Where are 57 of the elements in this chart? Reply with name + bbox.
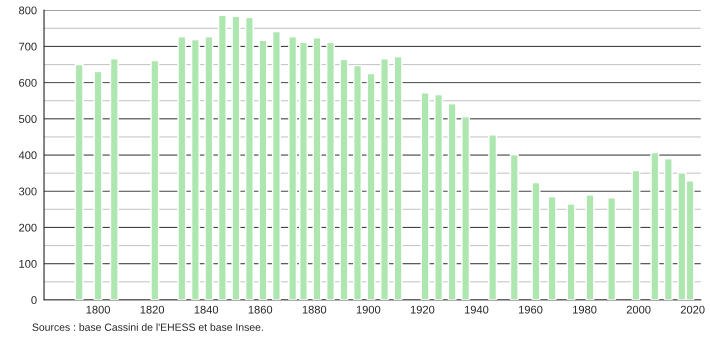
bar bbox=[394, 56, 403, 300]
bar bbox=[650, 152, 660, 300]
bar bbox=[607, 197, 616, 300]
y-tick-label: 100 bbox=[19, 260, 37, 268]
y-tick-label: 700 bbox=[19, 42, 37, 51]
bar bbox=[74, 64, 84, 300]
y-tick-label: 0 bbox=[31, 296, 37, 304]
bar bbox=[150, 60, 160, 300]
bar bbox=[177, 36, 186, 300]
bar bbox=[380, 58, 390, 300]
y-tick-label: 500 bbox=[18, 115, 37, 123]
x-tick-label: 1860 bbox=[248, 306, 272, 314]
bar bbox=[434, 94, 444, 300]
bar bbox=[664, 158, 673, 300]
x-tick-label: 1800 bbox=[86, 306, 110, 314]
x-tick-label: 1940 bbox=[464, 306, 488, 314]
x-tick-label: 1900 bbox=[356, 306, 380, 314]
bar bbox=[548, 196, 557, 300]
bar bbox=[288, 36, 298, 300]
bar bbox=[312, 37, 322, 300]
x-tick-label: 1960 bbox=[518, 306, 542, 314]
x-tick-label: 1920 bbox=[410, 306, 434, 314]
bar bbox=[272, 30, 281, 300]
bar bbox=[218, 14, 227, 300]
bar bbox=[461, 116, 470, 300]
x-tick-label: 1980 bbox=[573, 306, 596, 314]
y-tick-label: 600 bbox=[19, 78, 37, 87]
bar bbox=[631, 170, 640, 300]
x-tick-label: 2020 bbox=[680, 306, 705, 314]
y-tick-label: 800 bbox=[19, 6, 37, 14]
x-tick-label: 1820 bbox=[140, 306, 164, 314]
bar bbox=[326, 42, 335, 300]
bar bbox=[531, 182, 540, 300]
bar bbox=[258, 40, 268, 300]
bar bbox=[231, 16, 240, 300]
y-tick-label: 400 bbox=[18, 151, 37, 160]
source-note: Sources : base Cassini de l'EHESS et base Insee. bbox=[32, 323, 263, 331]
bar bbox=[94, 70, 103, 300]
y-tick-label: 200 bbox=[19, 224, 37, 232]
bar bbox=[204, 36, 214, 300]
x-tick-label: 2000 bbox=[626, 306, 651, 314]
bar bbox=[448, 102, 457, 300]
x-tick-label: 1880 bbox=[302, 306, 326, 314]
bar bbox=[340, 58, 348, 300]
bar bbox=[420, 92, 430, 300]
bar bbox=[510, 154, 519, 300]
x-tick-label: 1840 bbox=[194, 306, 218, 314]
bar bbox=[585, 194, 594, 300]
bar bbox=[366, 72, 376, 300]
bar bbox=[299, 42, 308, 300]
bar bbox=[244, 16, 254, 300]
bar bbox=[353, 64, 362, 300]
bar bbox=[110, 58, 119, 300]
bar bbox=[488, 134, 498, 300]
bar bbox=[190, 38, 200, 300]
bar bbox=[566, 203, 576, 300]
y-tick-label: 300 bbox=[18, 188, 37, 196]
